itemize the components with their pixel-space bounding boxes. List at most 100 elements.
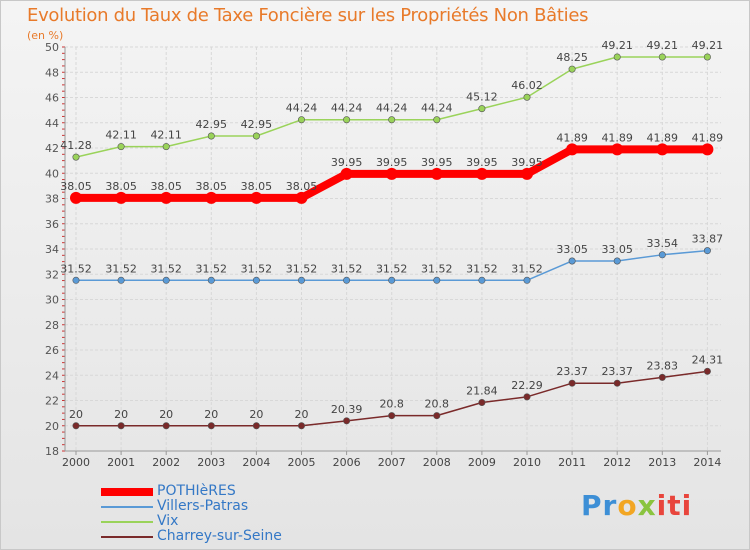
data-label: 33.54 — [647, 237, 679, 250]
legend-swatch — [101, 487, 153, 496]
data-point — [162, 422, 170, 430]
data-point — [207, 132, 215, 140]
y-tick-label: 38 — [45, 193, 59, 206]
data-point — [658, 251, 666, 259]
data-label: 39.95 — [421, 156, 453, 169]
proxiti-logo: Proxiti — [581, 489, 693, 522]
data-point — [70, 191, 82, 204]
data-label: 42.95 — [196, 118, 228, 131]
data-label: 39.95 — [466, 156, 498, 169]
y-tick-label: 32 — [45, 268, 59, 281]
x-tick-label: 2007 — [378, 456, 406, 469]
data-point — [162, 143, 170, 151]
data-label: 31.52 — [466, 262, 498, 275]
data-label: 33.05 — [601, 243, 633, 256]
data-label: 23.37 — [601, 365, 633, 378]
y-tick-label: 28 — [45, 319, 59, 332]
data-label: 22.29 — [511, 379, 543, 392]
legend-swatch — [101, 535, 153, 538]
data-point — [343, 116, 351, 124]
x-tick-label: 2011 — [558, 456, 586, 469]
data-label: 20 — [249, 408, 263, 421]
data-label: 23.83 — [647, 359, 679, 372]
data-label: 38.05 — [150, 180, 182, 193]
data-point — [523, 276, 531, 284]
data-point — [433, 412, 441, 420]
data-point — [478, 276, 486, 284]
data-point — [656, 143, 669, 156]
data-point — [478, 399, 486, 407]
data-point — [205, 191, 218, 204]
data-point — [388, 116, 396, 124]
data-point — [162, 276, 170, 284]
data-label: 46.02 — [511, 79, 543, 92]
data-point — [115, 191, 128, 204]
data-point — [613, 53, 621, 61]
data-label: 49.21 — [601, 39, 633, 52]
x-tick-label: 2001 — [107, 456, 135, 469]
data-label: 42.11 — [150, 129, 182, 142]
data-label: 20.39 — [331, 403, 363, 416]
data-point — [566, 143, 579, 156]
data-label: 39.95 — [376, 156, 408, 169]
legend-swatch — [101, 520, 153, 523]
data-label: 33.87 — [692, 233, 724, 246]
data-point — [703, 247, 711, 255]
x-tick-label: 2002 — [152, 456, 180, 469]
x-tick-label: 2010 — [513, 456, 541, 469]
data-point — [568, 65, 576, 73]
x-tick-label: 2009 — [468, 456, 496, 469]
data-label: 44.24 — [286, 102, 318, 115]
data-label: 20 — [295, 408, 309, 421]
data-label: 42.11 — [105, 129, 137, 142]
data-label: 21.84 — [466, 385, 498, 398]
data-point — [658, 373, 666, 381]
data-label: 31.52 — [331, 262, 363, 275]
data-label: 20.8 — [379, 398, 404, 411]
data-point — [252, 132, 260, 140]
data-point — [250, 191, 263, 204]
data-label: 31.52 — [150, 262, 182, 275]
legend-label: POTHIèRES — [157, 483, 236, 499]
data-label: 44.24 — [331, 102, 363, 115]
y-tick-label: 18 — [45, 445, 59, 458]
x-tick-label: 2003 — [197, 456, 225, 469]
x-tick-label: 2006 — [333, 456, 361, 469]
data-label: 33.05 — [556, 243, 588, 256]
legend-item: Villers-Patras — [101, 499, 282, 514]
data-label: 31.52 — [286, 262, 318, 275]
data-label: 31.52 — [511, 262, 543, 275]
y-tick-label: 50 — [45, 41, 59, 54]
legend-label: Vix — [157, 513, 179, 529]
data-label: 45.12 — [466, 91, 498, 104]
data-label: 20 — [114, 408, 128, 421]
data-point — [117, 276, 125, 284]
legend-label: Charrey-sur-Seine — [157, 528, 282, 544]
data-point — [613, 379, 621, 387]
data-label: 39.95 — [331, 156, 363, 169]
x-tick-label: 2005 — [288, 456, 316, 469]
data-label: 31.52 — [105, 262, 137, 275]
data-label: 38.05 — [196, 180, 228, 193]
data-label: 41.89 — [647, 131, 679, 144]
data-point — [297, 116, 305, 124]
y-tick-label: 36 — [45, 218, 59, 231]
data-point — [388, 276, 396, 284]
x-tick-label: 2000 — [62, 456, 90, 469]
x-tick-label: 2008 — [423, 456, 451, 469]
data-label: 42.95 — [241, 118, 273, 131]
legend-item: POTHIèRES — [101, 484, 282, 499]
data-label: 44.24 — [376, 102, 408, 115]
data-point — [340, 167, 353, 180]
y-tick-label: 26 — [45, 344, 59, 357]
x-tick-label: 2012 — [603, 456, 631, 469]
data-point — [388, 412, 396, 420]
data-point — [523, 93, 531, 101]
data-point — [568, 257, 576, 265]
y-tick-label: 22 — [45, 395, 59, 408]
data-point — [72, 276, 80, 284]
data-label: 38.05 — [241, 180, 273, 193]
data-label: 24.31 — [692, 353, 724, 366]
data-point — [433, 276, 441, 284]
